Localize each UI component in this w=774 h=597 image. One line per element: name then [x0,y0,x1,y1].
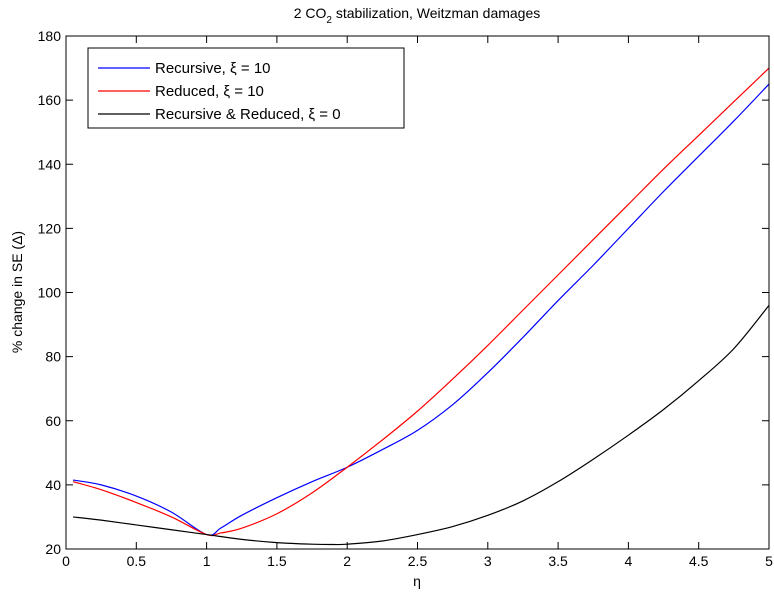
x-tick-label: 4.5 [689,553,709,569]
y-tick-label: 20 [45,541,61,557]
series-line-recursive-and-reduced [72,304,770,546]
x-tick-label: 2.5 [408,553,428,569]
series-line-recursive [72,83,770,536]
y-tick-label: 140 [38,156,62,172]
legend-entry-recursive-and-reduced: Recursive & Reduced, ξ = 0 [98,106,341,123]
x-tick-label: 1 [203,553,211,569]
axis-ticks: 0 0.5 1 1.5 2 2.5 3 3.5 4 4.5 5 20 40 60 80 100 120 140 16… [38,28,773,569]
x-tick-label: 0 [62,553,70,569]
legend-entry-recursive: Recursive, ξ = 10 [98,60,271,77]
legend: Recursive, ξ = 10 Reduced, ξ = 10 Recursiv… [87,47,405,129]
legend-label: Reduced, ξ = 10 [155,83,264,100]
x-tick-label: 2 [343,553,351,569]
y-axis-label: % change in SE (Δ) [9,231,25,353]
chart-title: 2 CO2 stabilization, Weitzman damages [294,5,541,26]
chart-title-part-2: stabilization, Weitzman damages [332,5,540,21]
y-tick-label: 100 [38,285,62,301]
x-tick-label: 1.5 [267,553,287,569]
y-tick-label: 40 [45,477,61,493]
x-tick-label: 3.5 [548,553,568,569]
legend-label: Recursive & Reduced, ξ = 0 [155,106,341,123]
legend-entry-reduced: Reduced, ξ = 10 [98,83,264,100]
legend-box [87,47,405,129]
y-tick-label: 180 [38,28,62,44]
x-axis-label: η [413,573,421,589]
legend-label: Recursive, ξ = 10 [155,60,271,77]
x-tick-label: 5 [765,553,773,569]
y-tick-label: 60 [45,413,61,429]
x-tick-label: 4 [625,553,633,569]
series-line-reduced [72,67,770,537]
y-tick-label: 120 [38,220,62,236]
chart-title-part-1: 2 CO [294,5,327,21]
plot-series [72,67,770,546]
y-tick-label: 80 [45,349,61,365]
y-tick-label: 160 [38,92,62,108]
x-tick-label: 0.5 [127,553,147,569]
x-tick-label: 3 [484,553,492,569]
chart-title-subscript: 2 [326,15,332,26]
